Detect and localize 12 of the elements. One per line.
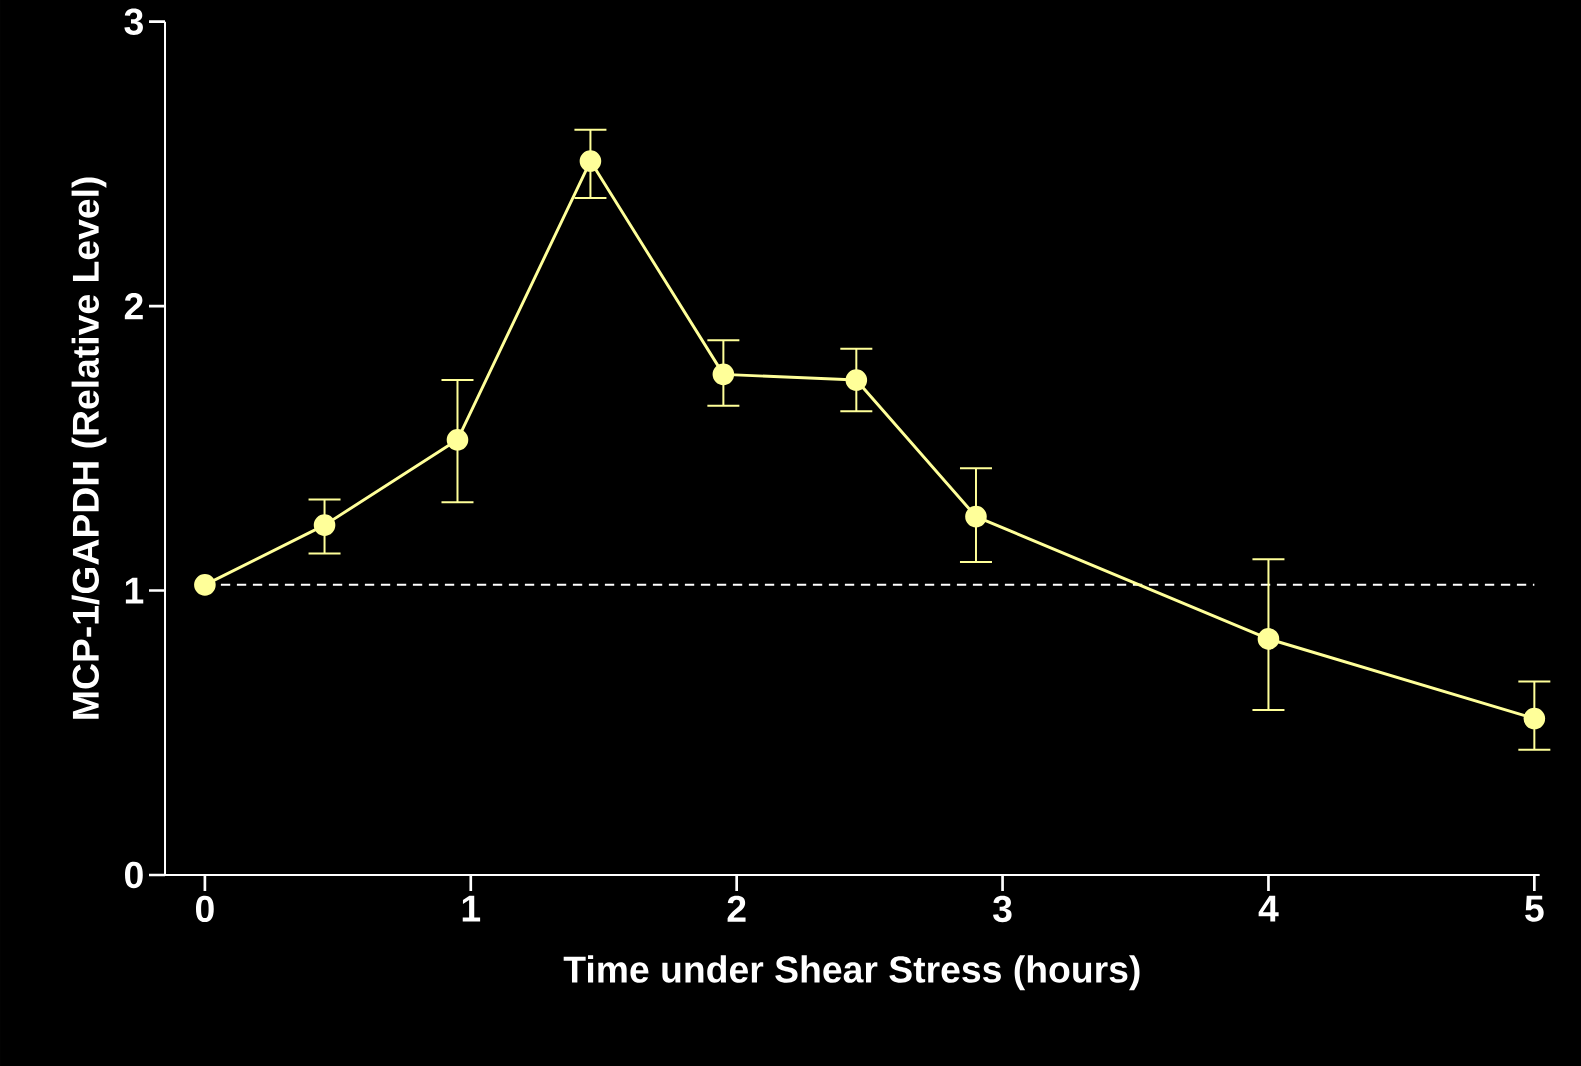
y-tick-label: 3 xyxy=(124,8,143,35)
y-tick-label: 2 xyxy=(124,293,143,320)
y-tick-label: 0 xyxy=(125,861,143,889)
x-tick-label: 0 xyxy=(196,895,214,923)
x-tick-label: 5 xyxy=(1525,895,1544,922)
x-tick-label: 1 xyxy=(462,895,481,922)
y-tick-label: 1 xyxy=(125,577,144,604)
x-tick-label: 3 xyxy=(993,895,1012,923)
x-axis-title: Time under Shear Stress (hours) xyxy=(563,955,1140,991)
x-tick-label: 4 xyxy=(1258,895,1279,922)
y-axis-title: MCP-1/GAPDH (Relative Level) xyxy=(71,177,107,719)
x-tick-label: 2 xyxy=(727,895,746,922)
